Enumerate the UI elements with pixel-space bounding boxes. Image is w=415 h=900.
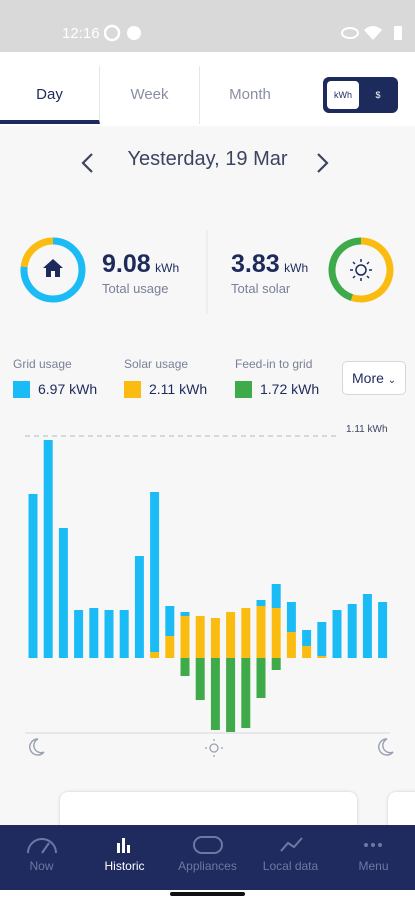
status-right-icons — [341, 26, 402, 40]
legend-name: Solar usage — [124, 357, 189, 371]
bar — [195, 658, 205, 700]
bar — [74, 610, 84, 658]
bar — [58, 528, 68, 658]
bar — [119, 610, 129, 658]
more-button[interactable]: More ⌄ — [342, 361, 406, 395]
bar — [302, 646, 312, 658]
more-label[interactable]: More — [352, 370, 384, 386]
max-line-label: 1.11 kWh — [346, 424, 388, 435]
next-arrow[interactable] — [312, 152, 332, 174]
bar — [43, 440, 53, 658]
bar — [104, 610, 114, 658]
bar — [210, 658, 220, 730]
bar — [165, 606, 175, 636]
legend-total: 6.97 — [38, 381, 66, 397]
legend-swatch — [235, 381, 252, 398]
bar — [286, 602, 296, 632]
legend-swatch — [13, 381, 30, 398]
bar — [150, 492, 160, 652]
legend-total: 2.11 — [149, 381, 176, 397]
bar — [226, 658, 236, 732]
bar — [378, 602, 388, 658]
nav-item[interactable]: Menu — [358, 859, 389, 873]
bar — [271, 658, 281, 670]
legend-unit: kWh — [179, 381, 208, 397]
bar — [256, 600, 266, 606]
prev-arrow[interactable] — [78, 152, 98, 174]
bar — [89, 608, 99, 658]
bar — [286, 632, 296, 658]
legend-swatch — [124, 381, 141, 398]
nav-item[interactable]: Local data — [262, 859, 319, 873]
bar — [226, 612, 236, 658]
bar — [256, 606, 266, 658]
donut-segment — [328, 237, 362, 301]
bar — [302, 630, 312, 646]
legend-name: Grid usage — [13, 357, 72, 371]
bar — [28, 494, 38, 658]
bar — [180, 658, 190, 676]
usage-value: 9.08 — [102, 250, 151, 278]
legend-unit: kWh — [69, 381, 98, 397]
solar-unit: kWh — [284, 261, 309, 275]
tab[interactable]: Week — [100, 66, 200, 124]
bar — [195, 616, 205, 658]
bar — [317, 656, 327, 658]
bar — [332, 610, 342, 658]
legend-value: 6.97 kWh — [38, 381, 97, 397]
legend-unit: kWh — [291, 381, 320, 397]
legend-value: 2.11 kWh — [149, 381, 207, 397]
bar — [241, 608, 251, 658]
bar — [256, 658, 266, 698]
bar — [271, 608, 281, 658]
nav-icons — [27, 836, 382, 854]
bottom-nav: Now Historic Appliances Local data Menu — [0, 825, 415, 890]
legend-total: 1.72 — [260, 381, 288, 397]
tab[interactable]: Month — [229, 86, 271, 103]
legend-value: 1.72 kWh — [260, 381, 319, 397]
status-bar: 12:16 — [0, 0, 415, 52]
bar — [134, 556, 144, 658]
toggle-dollar[interactable]: $ — [375, 90, 381, 100]
bar — [180, 612, 190, 616]
usage-unit: kWh — [155, 261, 180, 275]
donut-segment — [20, 237, 86, 303]
status-icons — [104, 24, 141, 42]
chart: 1.11 kWh — [25, 424, 394, 757]
usage-summary: 9.08 kWh Total usage — [102, 250, 179, 296]
date-label: Yesterday, 19 Mar — [127, 148, 288, 170]
solar-value: 3.83 — [231, 250, 280, 278]
unit-toggle[interactable]: kWh $ — [323, 77, 398, 113]
nav-item[interactable]: Historic — [104, 859, 145, 873]
status-time: 12:16 — [62, 25, 100, 42]
bar — [180, 616, 190, 658]
gesture-bar — [170, 892, 245, 896]
bar — [210, 618, 220, 658]
legend-name: Feed-in to grid — [235, 357, 313, 371]
summary-donuts — [20, 230, 394, 314]
usage-label: Total usage — [102, 281, 169, 296]
bar — [241, 658, 251, 728]
bar — [271, 584, 281, 608]
donut-segment — [20, 237, 54, 268]
gesture-area — [0, 890, 415, 900]
solar-summary: 3.83 kWh Total solar — [231, 250, 308, 296]
bar — [165, 636, 175, 658]
solar-label: Total solar — [231, 281, 291, 296]
bar — [347, 604, 357, 658]
toggle-kwh[interactable]: kWh — [327, 81, 359, 109]
tab[interactable]: Day — [0, 66, 100, 124]
header: Day Week Month kWh $ — [0, 52, 415, 126]
nav-item[interactable]: Appliances — [178, 859, 237, 873]
bar — [317, 622, 327, 656]
nav-item[interactable]: Now — [29, 859, 54, 873]
donut-segment — [350, 237, 394, 303]
bar — [362, 594, 372, 658]
bar — [150, 652, 160, 658]
